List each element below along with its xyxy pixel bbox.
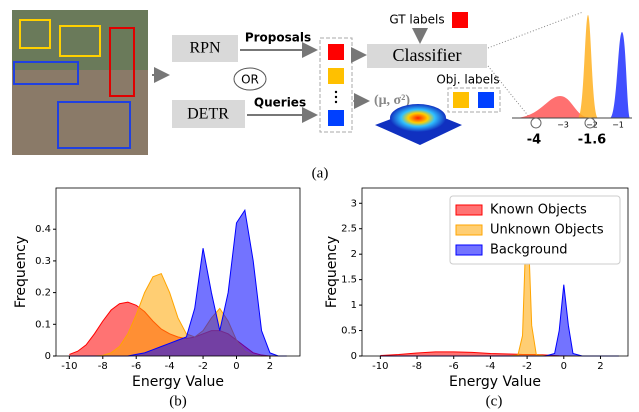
gaussian-blob — [390, 104, 446, 132]
caption: (a) — [312, 165, 329, 181]
square — [328, 110, 344, 126]
threshold: -1.6 — [578, 133, 606, 148]
legend-swatch — [456, 225, 482, 235]
square — [328, 44, 344, 60]
y-tick-label: 0.5 — [341, 326, 357, 337]
y-tick-label: 3 — [351, 198, 357, 209]
y-tick-label: 0.1 — [35, 319, 51, 330]
queries: Queries — [254, 96, 306, 110]
x-tick-label: -6 — [131, 361, 141, 372]
x-tick-label: -10 — [372, 361, 388, 372]
y-axis-label: Frequency — [324, 236, 340, 308]
mini-tick: −3 — [557, 121, 569, 130]
x-tick-label: 0 — [561, 361, 567, 372]
y-tick-label: 1.5 — [341, 275, 357, 286]
x-tick-label: -4 — [485, 361, 495, 372]
x-tick-label: 2 — [597, 361, 603, 372]
diagram: RPN OR DETR Proposals Queries Classifier… — [12, 10, 632, 155]
x-tick-label: -4 — [165, 361, 175, 372]
legend-label: Background — [490, 243, 568, 258]
caption: (b) — [169, 393, 187, 409]
legend-label: Unknown Objects — [490, 223, 604, 238]
dot — [335, 96, 337, 98]
threshold: -4 — [527, 133, 541, 148]
x-axis-label: Energy Value — [449, 374, 541, 390]
y-tick-label: 1 — [351, 300, 357, 311]
y-tick-label: 2 — [351, 249, 357, 260]
mini-tick: −2 — [586, 121, 598, 130]
proposals: Proposals — [245, 31, 311, 45]
square — [452, 12, 468, 28]
legend-swatch — [456, 245, 482, 255]
square — [453, 92, 469, 108]
mini-unknown — [578, 15, 598, 118]
rpn: RPN — [189, 40, 221, 57]
y-tick-label: 0.4 — [35, 224, 51, 235]
gt-labels: GT labels — [389, 13, 444, 27]
area — [380, 285, 618, 356]
line — [380, 285, 618, 356]
x-tick-label: -2 — [522, 361, 532, 372]
classifier: Classifier — [393, 45, 462, 65]
dot — [335, 101, 337, 103]
caption: (c) — [486, 393, 503, 409]
x-axis-label: Energy Value — [132, 374, 224, 390]
mini-known — [515, 96, 590, 118]
dot — [335, 91, 337, 93]
legend-swatch — [456, 205, 482, 215]
x-tick-label: 2 — [267, 361, 273, 372]
x-tick-label: -10 — [61, 361, 77, 372]
detr: DETR — [187, 106, 229, 123]
y-axis-label: Frequency — [13, 236, 29, 308]
y-tick-label: 0.2 — [35, 288, 51, 299]
mini-background — [610, 32, 630, 118]
figure: RPN OR DETR Proposals Queries Classifier… — [0, 0, 639, 412]
y-tick-label: 0.3 — [35, 256, 51, 267]
marker — [531, 118, 541, 128]
y-tick-label: 2.5 — [341, 224, 357, 235]
x-tick-label: 0 — [233, 361, 239, 372]
square — [328, 68, 344, 84]
legend-label: Known Objects — [490, 203, 587, 218]
or: OR — [241, 73, 259, 87]
y-tick-label: 0 — [45, 351, 51, 362]
x-tick-label: -8 — [98, 361, 108, 372]
y-tick-label: 0 — [351, 351, 357, 362]
obj-labels: Obj. labels — [436, 73, 499, 87]
mini-tick: −1 — [612, 121, 624, 130]
square — [478, 92, 494, 108]
x-tick-label: -6 — [449, 361, 459, 372]
x-tick-label: -2 — [198, 361, 208, 372]
zoom-line — [488, 12, 583, 48]
x-tick-label: -8 — [412, 361, 422, 372]
